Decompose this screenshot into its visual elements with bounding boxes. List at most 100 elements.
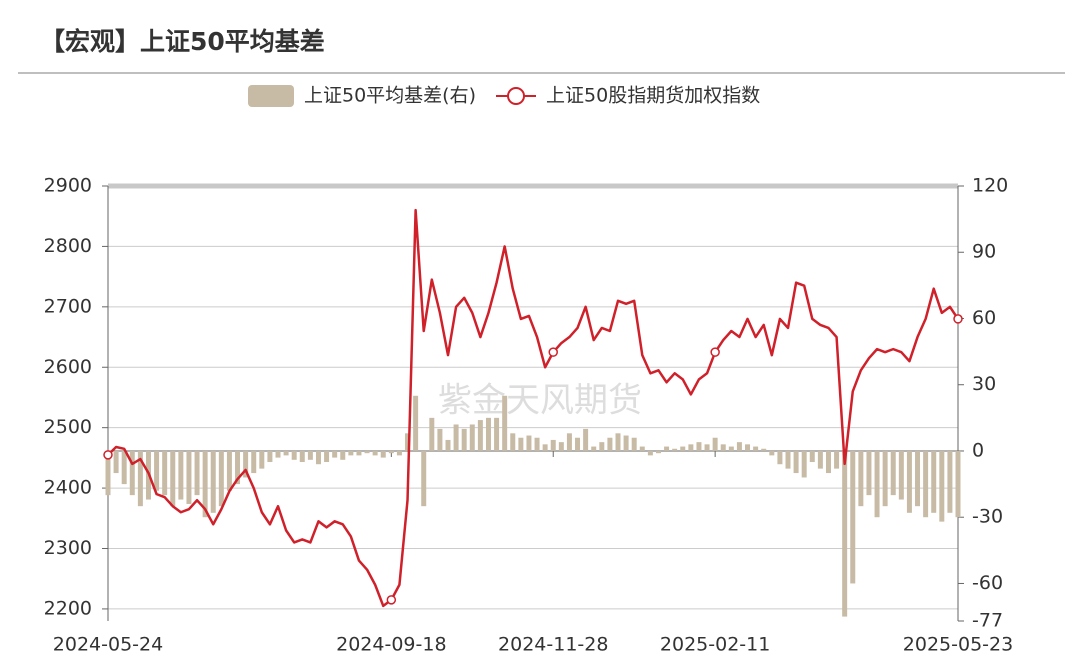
point-marker <box>953 314 963 324</box>
bar <box>372 450 378 456</box>
bar <box>275 450 281 458</box>
y-tick-label: 2700 <box>44 295 92 317</box>
bar <box>413 395 419 451</box>
point-marker <box>103 450 113 460</box>
y2-tick-label: -30 <box>972 506 1003 528</box>
bar <box>607 437 613 451</box>
chart-title: 【宏观】上证50平均基差 <box>40 27 325 56</box>
bar <box>631 437 637 451</box>
bar <box>947 450 953 513</box>
bar <box>129 450 135 496</box>
bar <box>235 450 241 485</box>
y2-tick-label: 30 <box>972 373 996 395</box>
y-tick-label: 2300 <box>44 537 92 559</box>
bar <box>923 450 929 518</box>
bar <box>356 450 362 456</box>
bar <box>137 450 143 507</box>
point-marker <box>548 347 558 357</box>
bar <box>615 433 621 451</box>
bar <box>906 450 912 513</box>
bar <box>793 450 799 474</box>
x-tick-label: 2024-05-24 <box>53 634 163 656</box>
bar <box>437 428 443 451</box>
bar <box>283 450 289 456</box>
bar <box>485 417 491 451</box>
bar <box>623 435 629 451</box>
bar <box>696 442 702 451</box>
bar <box>834 450 840 469</box>
bar <box>704 444 710 451</box>
bar <box>728 446 734 451</box>
watermark: 紫金天风期货 <box>438 381 642 421</box>
bar <box>817 450 823 469</box>
bar <box>542 444 548 451</box>
bar <box>575 437 581 451</box>
y2-tick-label: 120 <box>972 175 1008 197</box>
bar <box>332 450 338 458</box>
y2-tick-label: 90 <box>972 241 996 263</box>
bar <box>396 450 402 456</box>
bar <box>324 450 330 463</box>
bar <box>526 435 532 451</box>
bar <box>477 420 483 451</box>
bar <box>558 442 564 451</box>
bar <box>785 450 791 469</box>
bar <box>825 450 831 474</box>
bar <box>494 417 500 451</box>
bar <box>218 450 224 507</box>
bar <box>745 444 751 451</box>
bar <box>809 450 815 463</box>
y-tick-label: 2900 <box>44 175 92 197</box>
line <box>107 208 960 608</box>
x-tick-label: 2025-02-11 <box>660 634 770 656</box>
bar <box>915 450 921 507</box>
bar <box>259 450 265 469</box>
x-tick-label: 2024-11-28 <box>498 634 608 656</box>
bar <box>510 433 516 451</box>
x-tick-label: 2025-05-23 <box>903 634 1013 656</box>
y-tick-label: 2800 <box>44 235 92 257</box>
bar <box>429 417 435 451</box>
legend-swatch <box>507 87 526 105</box>
bar <box>340 450 346 460</box>
bar <box>680 446 686 451</box>
bar <box>307 450 313 460</box>
bar <box>850 450 856 584</box>
bar <box>502 395 508 451</box>
bar <box>348 450 354 456</box>
bar <box>858 450 864 507</box>
bar <box>931 450 937 513</box>
bar <box>364 450 370 454</box>
bar <box>753 446 759 451</box>
bar <box>469 424 475 451</box>
bar <box>712 437 718 451</box>
bar <box>639 446 645 451</box>
bar <box>105 450 111 496</box>
bar <box>769 450 775 456</box>
bar <box>591 446 597 451</box>
bar <box>720 444 726 451</box>
bar <box>898 450 904 500</box>
bar <box>226 450 232 491</box>
y2-tick-label: -77 <box>972 610 1003 632</box>
bar <box>388 450 394 454</box>
legend-swatch <box>248 85 294 107</box>
bar <box>445 439 451 451</box>
bar <box>251 450 257 474</box>
y-tick-label: 2400 <box>44 477 92 499</box>
bar <box>453 424 459 451</box>
bar <box>178 450 184 500</box>
bar <box>162 450 168 496</box>
bar <box>121 450 127 485</box>
bar <box>599 442 605 451</box>
bar <box>315 450 321 465</box>
point-marker <box>710 347 720 357</box>
legend-item: 上证50股指期货加权指数 <box>496 85 760 107</box>
y2-tick-label: -60 <box>972 572 1003 594</box>
bar <box>842 450 848 617</box>
y-tick-label: 2200 <box>44 597 92 619</box>
bar <box>890 450 896 496</box>
y2-tick-label: 60 <box>972 307 996 329</box>
bar <box>267 450 273 463</box>
